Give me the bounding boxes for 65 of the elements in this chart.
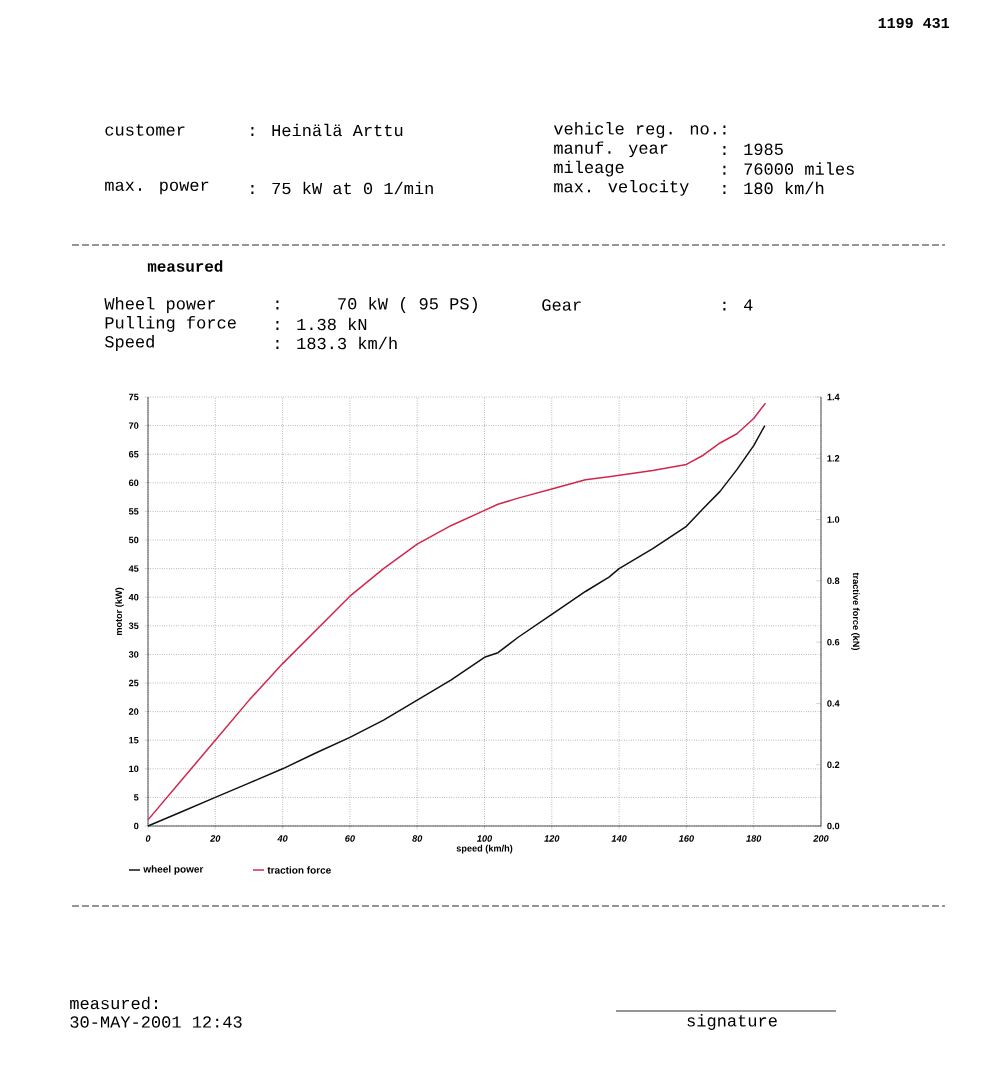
x-axis-title: speed (km/h) xyxy=(456,844,513,854)
y-tick-label: 0 xyxy=(134,822,139,830)
x-tick-label: 80 xyxy=(412,835,423,842)
x-tick-label: 200 xyxy=(813,835,829,842)
y2-tick-label: 0.8 xyxy=(827,577,840,585)
text: : xyxy=(723,125,726,135)
y-tick-label: 55 xyxy=(128,508,139,515)
text: : 180 km/h xyxy=(723,181,824,195)
x-tick-label: 20 xyxy=(210,835,221,842)
text: max. velocity xyxy=(554,179,689,196)
y2-tick-label: 0.6 xyxy=(827,638,840,646)
legend-label: traction force xyxy=(267,866,331,874)
y2-axis-title: tractive force (kN) xyxy=(851,572,860,650)
y-tick-label: 15 xyxy=(129,737,139,744)
text: : 76000 miles xyxy=(723,162,854,175)
y-tick-label: 30 xyxy=(128,651,139,658)
x-tick-label: 140 xyxy=(611,835,627,842)
text: measured: xyxy=(70,996,157,1010)
y-tick-label: 40 xyxy=(128,593,139,601)
text: Wheel power xyxy=(104,297,216,313)
text: max. power xyxy=(105,181,209,195)
x-tick-label: 100 xyxy=(477,835,493,842)
text: vehicle reg. no. xyxy=(553,122,716,138)
x-tick-label: 180 xyxy=(746,835,762,842)
y-tick-label: 60 xyxy=(128,479,139,487)
text: measured xyxy=(147,260,223,272)
y-tick-label: 5 xyxy=(133,794,139,801)
text: : 4 xyxy=(723,299,753,311)
text: : 1985 xyxy=(723,143,783,156)
y-tick-label: 70 xyxy=(128,422,139,429)
y2-tick-label: 1.4 xyxy=(827,393,840,401)
text: : Heinälä Arttu xyxy=(251,123,403,137)
text: Gear xyxy=(542,299,581,311)
y-tick-label: 20 xyxy=(128,708,139,715)
x-tick-label: 0 xyxy=(145,835,151,842)
legend-label: wheel power xyxy=(143,865,204,875)
text: Speed xyxy=(104,335,154,351)
text: signature xyxy=(687,1014,777,1030)
text: Pulling force xyxy=(105,316,236,332)
y-axis-title: motor (kW) xyxy=(115,587,124,636)
y2-tick-label: 0.2 xyxy=(827,761,840,768)
text: manuf. year xyxy=(554,141,668,158)
x-tick-label: 40 xyxy=(277,835,288,842)
y-tick-label: 45 xyxy=(128,565,139,572)
text: : 75 kW at 0 1/min xyxy=(251,181,433,195)
text: mileage xyxy=(554,160,624,177)
x-tick-label: 60 xyxy=(345,835,355,842)
y2-tick-label: 1.0 xyxy=(827,516,840,523)
y-tick-label: 75 xyxy=(128,393,139,401)
y-tick-label: 25 xyxy=(128,679,139,687)
y2-tick-label: 0.4 xyxy=(827,700,840,707)
text: : 70 kW ( 95 PS) xyxy=(276,297,477,313)
text: customer xyxy=(105,124,185,136)
text: : 1.38 kN xyxy=(276,317,367,331)
y-tick-label: 35 xyxy=(128,622,139,630)
text: 30-MAY-2001 12:43 xyxy=(70,1016,242,1028)
x-tick-label: 160 xyxy=(678,835,694,842)
y-tick-label: 50 xyxy=(128,536,139,544)
text: : 183.3 km/h xyxy=(276,336,397,350)
y-tick-label: 65 xyxy=(128,450,139,458)
y-tick-label: 10 xyxy=(129,765,139,773)
y2-tick-label: 0.0 xyxy=(827,822,840,830)
y2-tick-label: 1.2 xyxy=(827,455,840,462)
x-tick-label: 120 xyxy=(544,835,560,842)
text: 1199 431 xyxy=(878,17,950,29)
